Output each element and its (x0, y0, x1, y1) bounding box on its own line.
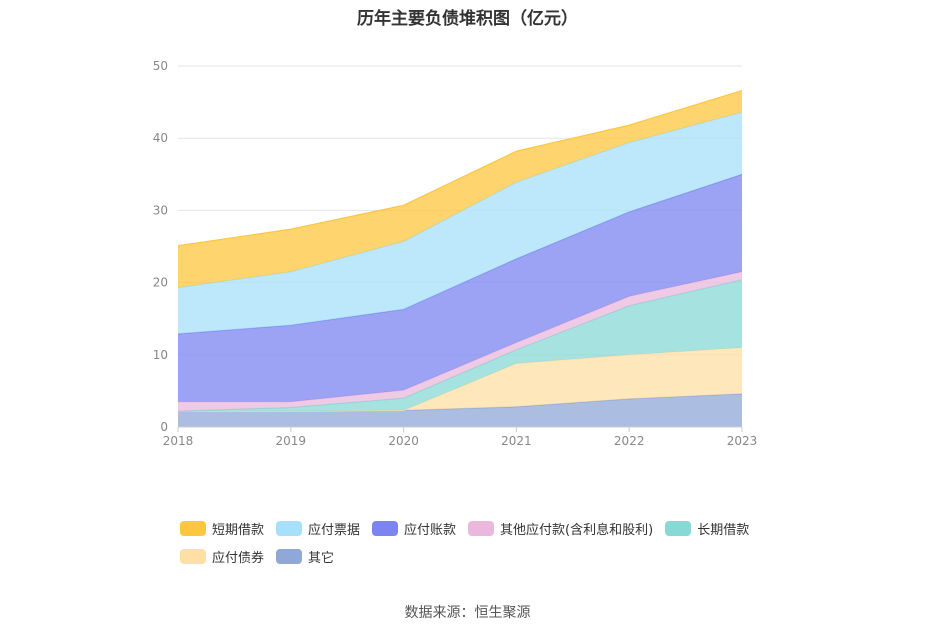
x-tick-label: 2021 (501, 434, 532, 448)
legend-item[interactable]: 应付债券 (180, 546, 264, 566)
area-series-edge (177, 173, 743, 335)
legend-item[interactable]: 应付票据 (276, 518, 360, 538)
area-series-应付账款 (178, 174, 742, 402)
area-series-其他应付款(含利息和股利) (178, 271, 742, 412)
x-tick-label: 2019 (276, 434, 307, 448)
legend: 短期借款 应付票据 应付账款 其他应付款(含利息和股利) 长期借款应付债券 其它 (180, 518, 780, 566)
chart-title: 历年主要负债堆积图（亿元） (357, 9, 578, 29)
legend-label: 应付债券 (212, 550, 265, 566)
x-tick-label: 2018 (163, 434, 194, 448)
legend-swatch (180, 548, 206, 564)
y-tick-label: 40 (153, 131, 168, 145)
legend-swatch (180, 520, 206, 536)
legend-label: 其他应付款(含利息和股利) (500, 522, 654, 538)
legend-swatch (665, 520, 692, 536)
area-series (177, 89, 743, 427)
legend-label: 应付票据 (308, 522, 361, 538)
area-series-应付债券 (178, 347, 742, 412)
area-series-edge (177, 89, 743, 247)
x-tick-label: 2022 (614, 434, 645, 448)
legend-item[interactable]: 其他应付款(含利息和股利) (468, 518, 653, 538)
legend-label: 短期借款 (212, 522, 265, 538)
x-tick-label: 2020 (388, 434, 419, 448)
y-tick-label: 50 (153, 59, 168, 73)
area-series-应付票据 (178, 112, 742, 334)
stacked-area-chart: 0 10 20 30 40 50 2018 2019 2020 2021 2022 2023 (153, 59, 758, 448)
legend-item[interactable]: 其它 (276, 546, 334, 566)
area-series-短期借款 (178, 90, 742, 288)
y-tick-label: 30 (153, 203, 168, 217)
legend-label: 长期借款 (697, 522, 750, 538)
legend-item[interactable]: 应付账款 (372, 518, 456, 538)
y-tick-label: 10 (153, 348, 168, 362)
y-tick-label: 0 (160, 420, 168, 434)
legend-swatch (468, 520, 495, 536)
legend-label: 其它 (308, 550, 335, 566)
legend-swatch (372, 520, 399, 536)
legend-item[interactable]: 短期借款 (180, 518, 264, 538)
legend-label: 应付账款 (404, 522, 457, 538)
x-tick-label: 2023 (727, 434, 758, 448)
legend-swatch (276, 520, 303, 536)
legend-swatch (276, 548, 303, 564)
legend-item[interactable]: 长期借款 (665, 518, 749, 538)
area-series-其它 (178, 393, 742, 427)
source-note: 数据来源：恒生聚源 (404, 605, 531, 621)
y-tick-label: 20 (153, 276, 168, 290)
axes: 0 10 20 30 40 50 2018 2019 2020 2021 2022 2023 (153, 59, 758, 448)
